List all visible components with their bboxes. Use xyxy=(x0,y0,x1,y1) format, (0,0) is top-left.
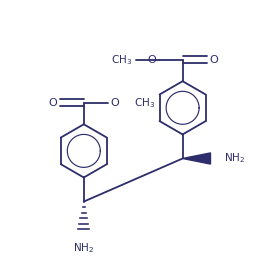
Text: NH$_2$: NH$_2$ xyxy=(73,241,94,255)
Polygon shape xyxy=(182,153,210,164)
Text: CH$_3$: CH$_3$ xyxy=(111,53,132,67)
Text: O: O xyxy=(209,55,218,65)
Text: CH$_3$: CH$_3$ xyxy=(135,96,156,110)
Text: O: O xyxy=(111,98,119,108)
Text: O: O xyxy=(147,55,156,65)
Text: O: O xyxy=(48,98,57,108)
Text: NH$_2$: NH$_2$ xyxy=(224,152,246,166)
